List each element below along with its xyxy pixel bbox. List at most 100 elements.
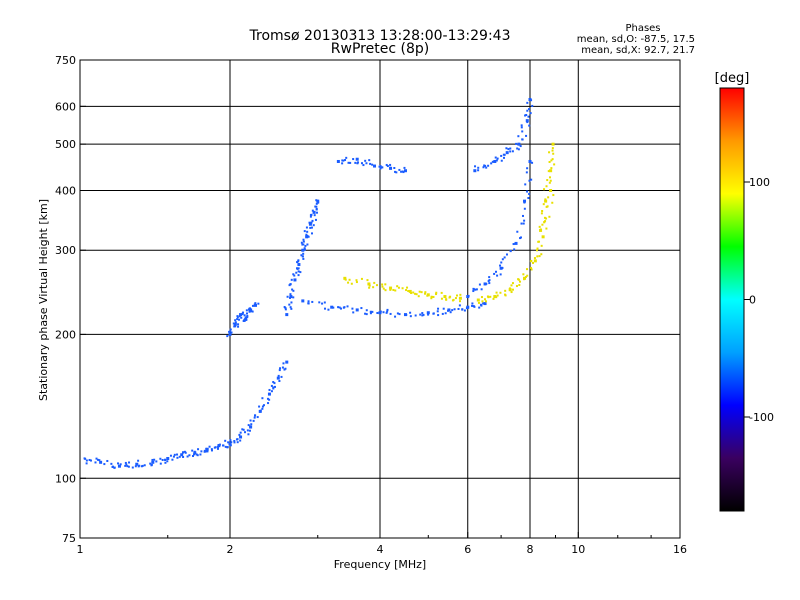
data-point — [281, 366, 284, 369]
data-point — [549, 179, 552, 182]
data-point — [314, 205, 317, 208]
data-point — [536, 247, 539, 250]
data-point — [234, 321, 237, 324]
data-point — [171, 458, 174, 461]
data-point — [458, 296, 462, 300]
data-point — [365, 162, 368, 165]
data-point — [485, 282, 488, 285]
data-point — [369, 312, 372, 315]
data-point — [314, 218, 317, 221]
data-point — [96, 458, 99, 461]
data-point — [238, 315, 241, 318]
data-point — [505, 147, 508, 150]
data-point — [124, 461, 127, 464]
colorbar-tick-label: 0 — [749, 294, 756, 307]
data-point — [356, 161, 359, 164]
data-point — [364, 159, 367, 162]
data-point — [499, 264, 502, 267]
data-point — [421, 314, 424, 317]
data-point — [379, 167, 382, 170]
data-point — [526, 101, 529, 104]
data-point — [259, 409, 262, 412]
data-point — [248, 310, 251, 313]
data-point — [394, 289, 397, 292]
data-point — [531, 161, 534, 164]
data-point — [327, 308, 330, 311]
data-point — [191, 455, 194, 458]
data-point — [191, 449, 194, 452]
data-point — [524, 183, 527, 186]
colorbar-ticks: 100 0 -100 — [744, 176, 774, 424]
data-point — [117, 464, 121, 468]
x-tick-label: 1 — [77, 543, 84, 556]
data-point — [153, 458, 156, 461]
data-point — [467, 294, 470, 297]
data-point — [551, 147, 554, 150]
data-point — [311, 209, 314, 212]
data-point — [495, 159, 498, 162]
data-point — [533, 259, 537, 263]
data-point — [365, 313, 368, 316]
data-point — [159, 457, 162, 460]
data-point — [250, 423, 253, 426]
data-point — [293, 279, 296, 282]
data-point — [475, 288, 478, 291]
data-point — [474, 165, 477, 168]
data-point — [166, 456, 170, 460]
data-point — [548, 215, 551, 218]
data-point — [243, 319, 246, 322]
data-point — [239, 439, 242, 442]
data-point — [228, 330, 231, 333]
data-point — [182, 455, 185, 458]
data-point — [445, 298, 448, 301]
data-point — [495, 296, 498, 299]
data-point — [279, 367, 282, 370]
data-point — [381, 285, 384, 288]
data-point — [341, 159, 344, 162]
data-point — [224, 439, 227, 442]
data-point — [302, 240, 305, 243]
data-point — [544, 198, 547, 201]
data-point — [522, 273, 525, 276]
data-point — [507, 148, 510, 151]
data-point — [237, 323, 240, 326]
data-point — [301, 255, 304, 258]
data-point — [355, 308, 359, 312]
x-tick-label: 8 — [527, 543, 534, 556]
data-point — [347, 281, 350, 284]
data-point — [246, 316, 249, 319]
data-point — [346, 305, 349, 308]
data-point — [308, 221, 311, 224]
data-point — [352, 158, 355, 161]
data-point — [233, 440, 236, 443]
data-point — [253, 303, 256, 306]
data-point — [251, 304, 254, 307]
data-point — [368, 284, 371, 287]
data-point — [520, 126, 523, 129]
data-point — [284, 308, 287, 311]
data-point — [297, 260, 300, 263]
data-point — [307, 300, 310, 303]
data-point — [244, 431, 247, 434]
data-point — [143, 464, 146, 467]
data-point — [230, 331, 233, 334]
data-point — [330, 305, 334, 309]
data-point — [518, 284, 521, 287]
data-point — [392, 288, 395, 291]
data-point — [427, 313, 430, 316]
data-point — [528, 179, 531, 182]
data-point — [493, 272, 496, 275]
data-point — [449, 295, 452, 298]
data-point — [424, 292, 427, 295]
data-point — [493, 159, 497, 163]
data-point — [137, 465, 140, 468]
data-point — [103, 463, 106, 466]
data-point — [176, 456, 179, 459]
data-point — [378, 311, 382, 315]
data-point — [232, 322, 235, 325]
data-point — [547, 170, 550, 173]
data-point — [332, 306, 335, 309]
data-point — [389, 288, 392, 291]
data-point — [499, 266, 503, 270]
data-point — [196, 454, 199, 457]
